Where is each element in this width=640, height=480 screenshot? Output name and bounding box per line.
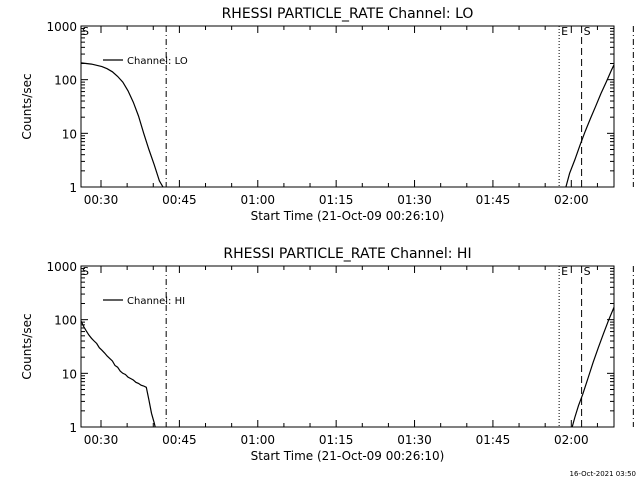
panel-2-series-line bbox=[81, 320, 156, 427]
footer-timestamp: 16-Oct-2021 03:50 bbox=[569, 470, 636, 478]
panel-2-series-group bbox=[81, 305, 614, 427]
panel-1-series-line bbox=[565, 63, 614, 187]
panel-2-series-line bbox=[571, 305, 614, 427]
panel-2-x-axis-label: Start Time (21-Oct-09 00:26:10) bbox=[251, 449, 445, 463]
panel-1-y-tick-label: 10 bbox=[62, 127, 77, 141]
panel-1-x-tick-label: 00:30 bbox=[84, 193, 119, 207]
panel-1-y-tick-label: 1 bbox=[69, 181, 77, 195]
panel-2-marker-label: E bbox=[561, 265, 568, 278]
panel-1-title: RHESSI PARTICLE_RATE Channel: LO bbox=[222, 6, 474, 22]
panel-1-marker-label: S bbox=[82, 25, 89, 38]
panel-1-y-axis-label: Counts/sec bbox=[20, 73, 34, 139]
panel-2-legend-label: Channel: HI bbox=[127, 296, 185, 307]
panel-2-y-axis-label: Counts/sec bbox=[20, 313, 34, 379]
panel-1-y-tick-label: 100 bbox=[54, 74, 77, 88]
panel-2-x-tick-label: 00:45 bbox=[162, 433, 197, 447]
panel-1-x-tick-label: 02:00 bbox=[554, 193, 589, 207]
panel-1-x-axis-label: Start Time (21-Oct-09 00:26:10) bbox=[251, 209, 445, 223]
panel-1-x-tick-label: 01:15 bbox=[319, 193, 354, 207]
panel-2-y-tick-label: 1000 bbox=[46, 260, 77, 274]
panel-2-x-tick-label: 01:45 bbox=[476, 433, 511, 447]
panel-2-y-tick-label: 100 bbox=[54, 314, 77, 328]
panel-2-y-tick-label: 10 bbox=[62, 367, 77, 381]
panel-2-x-tick-label: 00:30 bbox=[84, 433, 119, 447]
panel-1-x-tick-label: 01:30 bbox=[397, 193, 432, 207]
panel-1-series-line bbox=[81, 62, 164, 187]
panel-2-x-tick-label: 01:00 bbox=[240, 433, 275, 447]
panel-2-y-tick-label: 1 bbox=[69, 421, 77, 435]
panel-2-marker-label: S bbox=[584, 265, 591, 278]
panel-2-x-tick-label: 02:00 bbox=[554, 433, 589, 447]
panel-2-plot-frame bbox=[80, 265, 615, 428]
panel-1-marker-label: S bbox=[584, 25, 591, 38]
panel-1-x-tick-label: 00:45 bbox=[162, 193, 197, 207]
panel-1-marker-label: E bbox=[561, 25, 568, 38]
panel-1-x-tick-label: 01:00 bbox=[240, 193, 275, 207]
panel-1-x-tick-label: 01:45 bbox=[476, 193, 511, 207]
panel-2-x-tick-label: 01:15 bbox=[319, 433, 354, 447]
panel-2-x-tick-label: 01:30 bbox=[397, 433, 432, 447]
panel-1-y-tick-label: 1000 bbox=[46, 20, 77, 34]
panel-2-marker-label: S bbox=[82, 265, 89, 278]
panel-1-plot-frame bbox=[80, 25, 615, 188]
panel-1-legend-label: Channel: LO bbox=[127, 56, 188, 67]
panel-1-series-group bbox=[81, 62, 614, 187]
panel-2-title: RHESSI PARTICLE_RATE Channel: HI bbox=[223, 246, 471, 262]
